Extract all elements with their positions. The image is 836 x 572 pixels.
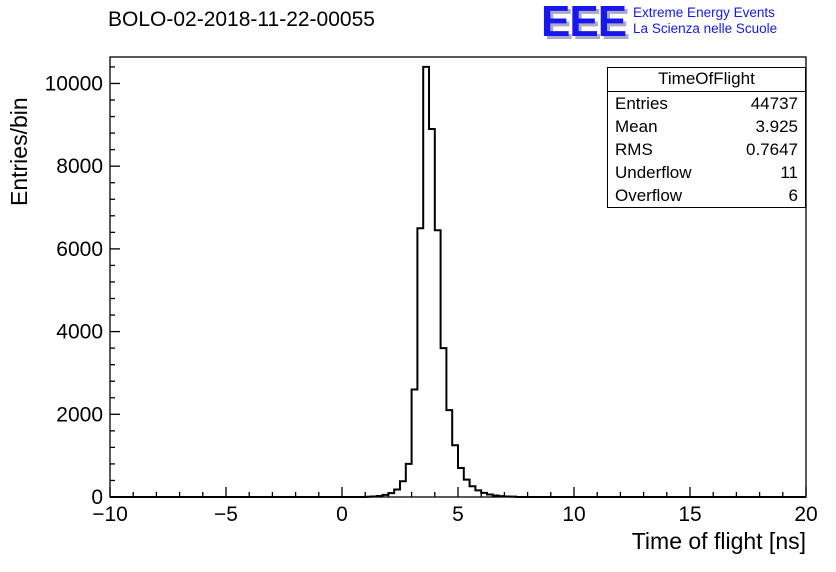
y-tick-label: 4000 [56,321,103,344]
stat-value: 0.7647 [746,140,798,159]
stat-row-underflow: Underflow 11 [608,161,805,184]
stat-value: 44737 [750,94,798,113]
y-tick-label: 10000 [45,72,103,95]
stat-row-rms: RMS 0.7647 [608,138,805,161]
stats-title: TimeOfFlight [608,68,805,92]
eee-logo-caption: Extreme Energy Events La Scienza nelle S… [633,2,777,37]
eee-logo: EEE Extreme Energy Events La Scienza nel… [541,0,777,46]
stat-row-entries: Entries 44737 [608,92,805,115]
eee-logo-text: EEE [541,0,627,46]
y-tick-label: 8000 [56,155,103,178]
stats-rows: Entries 44737 Mean 3.925 RMS 0.7647 Underflow 1… [608,92,805,207]
y-axis-label: Entries/bin [6,97,32,206]
x-tick-label: 10 [562,503,585,526]
stat-label: Underflow [615,163,692,182]
x-tick-label: 15 [678,503,701,526]
x-tick-label: 5 [452,503,464,526]
logo-caption-line1: Extreme Energy Events [633,5,775,20]
plot-title: BOLO-02-2018-11-22-00055 [108,8,375,31]
stats-box: TimeOfFlight Entries 44737 Mean 3.925 RMS 0.7… [607,67,806,208]
stat-label: Overflow [615,186,683,205]
stat-label: Mean [615,117,658,136]
stat-row-mean: Mean 3.925 [608,115,805,138]
stat-value: 3.925 [755,117,798,136]
x-axis-label: Time of flight [ns] [631,528,806,554]
stat-label: RMS [615,140,653,159]
y-tick-label: 0 [91,486,103,509]
x-tick-label: 20 [794,503,817,526]
x-tick-label: 0 [336,503,348,526]
stat-row-overflow: Overflow 6 [608,184,805,207]
x-tick-label: −10 [92,503,128,526]
logo-caption-line2: La Scienza nelle Scuole [633,21,778,36]
stat-value: 6 [788,186,798,205]
y-tick-label: 6000 [56,238,103,261]
stat-label: Entries [615,94,668,113]
x-tick-label: −5 [214,503,238,526]
y-tick-label: 2000 [56,403,103,426]
stat-value: 11 [780,163,798,182]
